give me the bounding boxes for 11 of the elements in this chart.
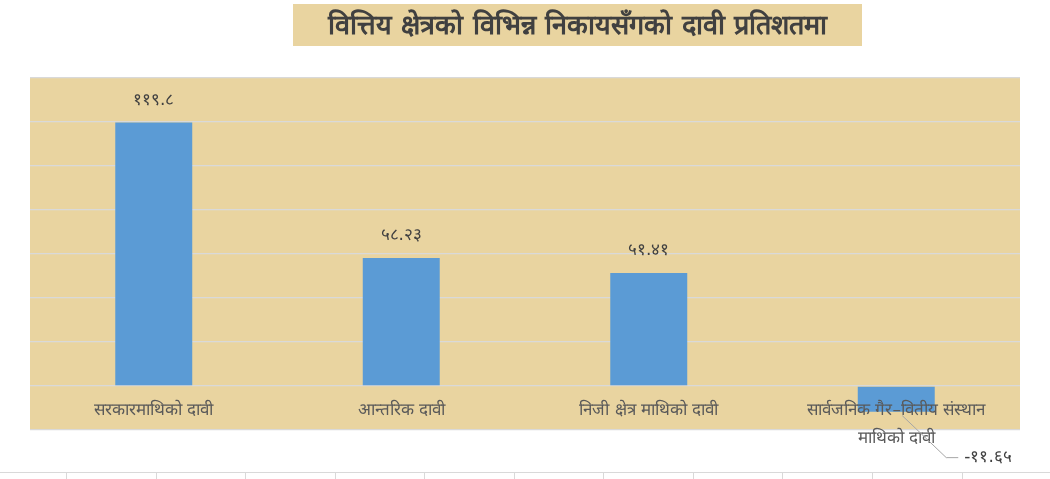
data-label: ५८.२३ bbox=[380, 224, 422, 245]
chart-title: वित्तिय क्षेत्रको विभिन्न निकायसँगको दावी प्रतिशतमा bbox=[293, 4, 862, 46]
data-label: ११९.८ bbox=[133, 88, 175, 109]
x-tick-label: सरकारमाथिको दावी bbox=[94, 399, 215, 420]
bar bbox=[362, 257, 440, 386]
bar bbox=[115, 122, 193, 386]
x-tick-label: आन्तरिक दावी bbox=[357, 399, 446, 420]
bar bbox=[610, 272, 688, 386]
x-tick-label: निजी क्षेत्र माथिको दावी bbox=[579, 399, 720, 420]
data-label: ५१.४१ bbox=[628, 239, 670, 260]
data-label: -११.६५ bbox=[964, 446, 1012, 467]
